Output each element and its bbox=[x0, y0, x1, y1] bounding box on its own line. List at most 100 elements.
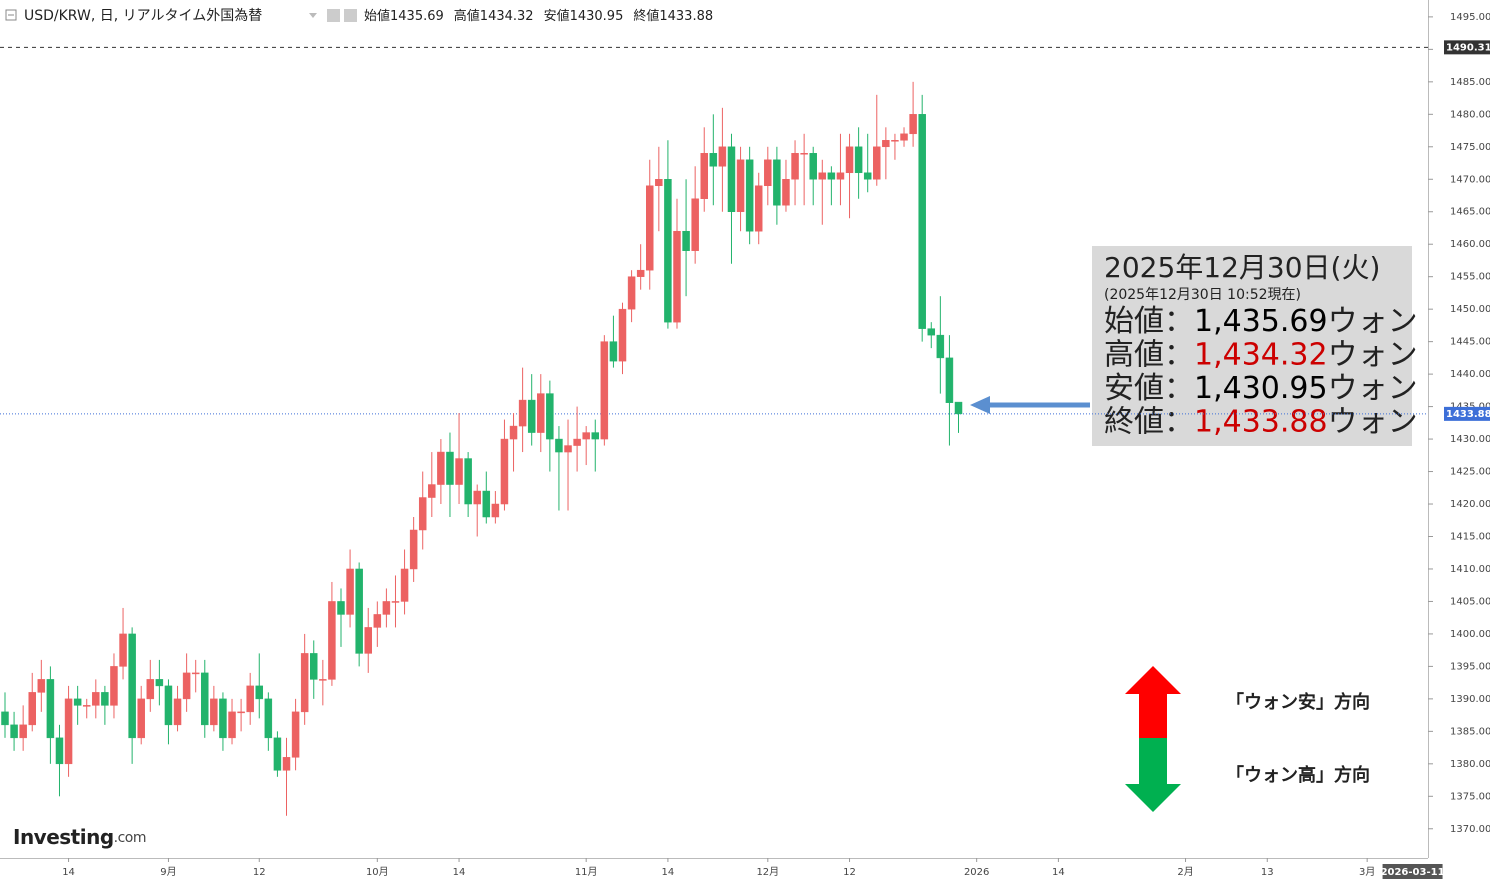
annotation-unit: ウォン bbox=[1328, 371, 1418, 406]
candle-body bbox=[836, 172, 845, 180]
price-line-label: 1433.88 bbox=[1446, 409, 1490, 420]
annotation-row: 終値：1,433.88ウォン bbox=[1104, 404, 1418, 439]
header-label: 終値 bbox=[633, 8, 659, 24]
candle-body bbox=[745, 159, 754, 232]
header-field: 始値1435.69 bbox=[364, 8, 444, 24]
candle-body bbox=[945, 357, 954, 403]
candle-body bbox=[191, 672, 200, 675]
candle-body bbox=[1, 711, 9, 726]
y-tick-label: 1455.00 bbox=[1450, 272, 1490, 283]
y-tick-label: 1390.00 bbox=[1450, 694, 1490, 705]
candle-body bbox=[500, 438, 509, 505]
candle-body bbox=[409, 529, 418, 570]
candle-body bbox=[618, 308, 627, 362]
candle-body bbox=[228, 711, 236, 739]
direction-up-label: 「ウォン安」方向 bbox=[1226, 691, 1370, 713]
candle-body bbox=[727, 146, 736, 212]
candle-body bbox=[464, 458, 472, 505]
candle-body bbox=[664, 179, 672, 323]
annotation-unit: ウォン bbox=[1328, 304, 1418, 339]
y-tick-label: 1485.00 bbox=[1450, 77, 1490, 88]
direction-down-label: 「ウォン高」方向 bbox=[1226, 764, 1370, 786]
annotation-label: 安値 bbox=[1104, 371, 1164, 406]
y-tick-label: 1405.00 bbox=[1450, 596, 1490, 607]
collapse-icon[interactable] bbox=[5, 9, 17, 21]
candle-body bbox=[527, 399, 536, 433]
candle-body bbox=[173, 698, 182, 726]
candle-body bbox=[482, 490, 491, 518]
chart-title: USD/KRW, 日, リアルタイム外国為替 bbox=[24, 8, 262, 24]
candle-body bbox=[736, 159, 745, 212]
candle-body bbox=[182, 672, 191, 700]
candle-body bbox=[355, 568, 363, 654]
x-tick-label: 10月 bbox=[366, 866, 389, 878]
candle-body bbox=[73, 698, 82, 706]
candle-body bbox=[291, 711, 300, 758]
candle-body bbox=[782, 179, 790, 206]
candle-body bbox=[418, 497, 427, 531]
price-line-label: 1490.31 bbox=[1446, 42, 1490, 53]
candle-body bbox=[873, 146, 881, 180]
header-field: 高値1434.32 bbox=[454, 8, 534, 24]
annotation-value: 1,434.32 bbox=[1194, 337, 1328, 372]
candle-body bbox=[845, 146, 854, 174]
annotation-unit: ウォン bbox=[1328, 404, 1418, 439]
candle-body bbox=[636, 269, 645, 277]
candle-body bbox=[791, 153, 799, 180]
candle-body bbox=[700, 153, 708, 199]
candle-body bbox=[573, 438, 581, 446]
candle-body bbox=[718, 146, 727, 167]
x-tick-label: 3月 bbox=[1359, 866, 1375, 878]
y-tick-label: 1380.00 bbox=[1450, 759, 1490, 770]
annotation-separator: ： bbox=[1164, 371, 1194, 406]
candle-body bbox=[119, 633, 127, 667]
candle-body bbox=[600, 341, 609, 440]
candle-body bbox=[64, 698, 73, 765]
candle-body bbox=[255, 685, 264, 700]
settings-icon[interactable] bbox=[327, 9, 340, 22]
header-value: 1435.69 bbox=[390, 9, 444, 24]
candle-body bbox=[137, 698, 145, 739]
annotation-date: 2025年12月30日(火) bbox=[1104, 251, 1380, 284]
y-tick-label: 1375.00 bbox=[1450, 791, 1490, 802]
candle-body bbox=[246, 685, 254, 713]
candle-body bbox=[537, 393, 545, 433]
candle-body bbox=[201, 672, 209, 726]
candle-body bbox=[328, 601, 336, 680]
y-tick-label: 1460.00 bbox=[1450, 239, 1490, 250]
candle-body bbox=[300, 653, 309, 713]
header-label: 安値 bbox=[544, 8, 570, 24]
annotation-separator: ： bbox=[1164, 304, 1194, 339]
candle-body bbox=[10, 724, 18, 739]
candle-body bbox=[310, 653, 318, 680]
candle-body bbox=[555, 438, 563, 453]
x-tick-label: 14 bbox=[1052, 867, 1065, 878]
candle-body bbox=[55, 737, 64, 765]
annotation-time: (2025年12月30日 10:52現在) bbox=[1104, 287, 1301, 303]
logo-main: Investing bbox=[13, 825, 114, 849]
candle-body bbox=[273, 737, 282, 771]
y-tick-label: 1450.00 bbox=[1450, 304, 1490, 315]
candle-body bbox=[110, 666, 118, 706]
settings-icon[interactable] bbox=[344, 9, 357, 22]
annotation-value: 1,433.88 bbox=[1194, 404, 1328, 439]
annotation-label: 終値 bbox=[1104, 404, 1164, 439]
y-tick-label: 1370.00 bbox=[1450, 824, 1490, 835]
dropdown-icon[interactable] bbox=[309, 13, 317, 18]
candle-body bbox=[646, 185, 654, 271]
candle-body bbox=[491, 503, 500, 518]
candle-body bbox=[582, 432, 590, 440]
candle-body bbox=[818, 172, 827, 180]
annotation-separator: ： bbox=[1164, 337, 1194, 372]
annotation-separator: ： bbox=[1164, 404, 1194, 439]
y-tick-label: 1445.00 bbox=[1450, 337, 1490, 348]
logo-suffix: .com bbox=[114, 830, 146, 846]
candle-body bbox=[282, 757, 291, 771]
candle-body bbox=[346, 568, 354, 615]
x-tick-label: 12 bbox=[843, 867, 856, 878]
candle-body bbox=[28, 692, 36, 726]
crosshair-label-box bbox=[1382, 864, 1443, 879]
candle-body bbox=[627, 276, 636, 310]
down-arrow bbox=[1125, 738, 1181, 812]
candle-body bbox=[391, 601, 400, 603]
